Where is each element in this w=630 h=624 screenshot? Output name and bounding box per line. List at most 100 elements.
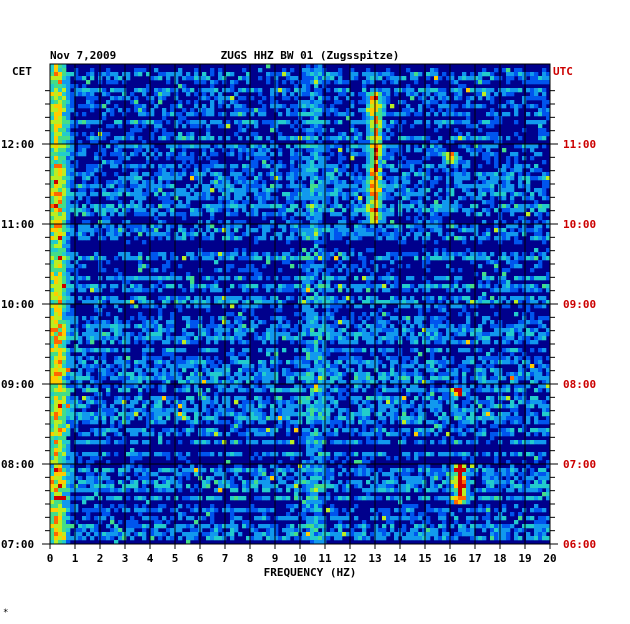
heat-cell bbox=[346, 96, 351, 101]
heat-cell bbox=[166, 72, 171, 77]
heat-cell bbox=[66, 168, 71, 173]
heat-cell bbox=[178, 276, 183, 281]
heat-cell bbox=[246, 232, 251, 237]
heat-cell bbox=[202, 304, 207, 309]
heat-cell bbox=[530, 288, 535, 293]
heat-cell bbox=[102, 148, 107, 153]
heat-cell bbox=[502, 304, 507, 309]
heat-cell bbox=[330, 312, 335, 317]
heat-cell bbox=[474, 144, 479, 149]
heat-cell bbox=[154, 304, 159, 309]
heat-cell bbox=[338, 148, 343, 153]
heat-cell bbox=[302, 264, 307, 269]
heat-cell bbox=[58, 208, 63, 213]
heat-cell bbox=[206, 196, 211, 201]
heat-cell bbox=[66, 304, 71, 309]
heat-cell bbox=[194, 356, 199, 361]
heat-cell bbox=[274, 180, 279, 185]
heat-cell bbox=[306, 72, 311, 77]
heat-cell bbox=[82, 256, 87, 261]
heat-cell bbox=[434, 336, 439, 341]
heat-cell bbox=[66, 368, 71, 373]
heat-cell bbox=[374, 264, 379, 269]
heat-cell bbox=[478, 172, 483, 177]
heat-cell bbox=[370, 272, 375, 277]
heat-cell bbox=[374, 316, 379, 321]
heat-cell bbox=[274, 88, 279, 93]
heat-cell bbox=[58, 296, 63, 301]
heat-cell bbox=[402, 136, 407, 141]
heat-cell bbox=[386, 188, 391, 193]
heat-cell bbox=[286, 288, 291, 293]
heat-cell bbox=[70, 148, 75, 153]
heat-cell bbox=[434, 204, 439, 209]
heat-cell bbox=[50, 144, 55, 149]
heat-cell bbox=[282, 224, 287, 229]
heat-cell bbox=[130, 300, 135, 305]
heat-cell bbox=[58, 356, 63, 361]
heat-cell bbox=[426, 328, 431, 333]
heat-cell bbox=[514, 276, 519, 281]
heat-cell bbox=[478, 148, 483, 153]
heat-cell bbox=[178, 100, 183, 105]
heat-cell bbox=[442, 316, 447, 321]
heat-cell bbox=[338, 152, 343, 157]
heat-cell bbox=[158, 316, 163, 321]
heat-cell bbox=[314, 316, 319, 321]
heat-cell bbox=[266, 336, 271, 341]
heat-cell bbox=[422, 228, 427, 233]
heat-cell bbox=[218, 112, 223, 117]
heat-cell bbox=[286, 236, 291, 241]
heat-cell bbox=[310, 92, 315, 97]
heat-cell bbox=[422, 96, 427, 101]
heat-cell bbox=[78, 188, 83, 193]
heat-cell bbox=[174, 212, 179, 217]
heat-cell bbox=[254, 156, 259, 161]
heat-cell bbox=[262, 144, 267, 149]
heat-cell bbox=[102, 112, 107, 117]
heat-cell bbox=[106, 348, 111, 353]
heat-cell bbox=[150, 108, 155, 113]
heat-cell bbox=[334, 120, 339, 125]
heat-cell bbox=[522, 184, 527, 189]
heat-cell bbox=[206, 360, 211, 365]
heat-cell bbox=[170, 316, 175, 321]
heat-cell bbox=[202, 332, 207, 337]
heat-cell bbox=[122, 168, 127, 173]
heat-cell bbox=[186, 112, 191, 117]
heat-cell bbox=[142, 104, 147, 109]
heat-cell bbox=[226, 300, 231, 305]
heat-cell bbox=[518, 168, 523, 173]
heat-cell bbox=[138, 264, 143, 269]
heat-cell bbox=[314, 196, 319, 201]
heat-cell bbox=[86, 196, 91, 201]
heat-cell bbox=[446, 336, 451, 341]
heat-cell bbox=[250, 284, 255, 289]
heat-cell bbox=[374, 184, 379, 189]
heat-cell bbox=[522, 324, 527, 329]
heat-cell bbox=[318, 324, 323, 329]
heat-cell bbox=[90, 324, 95, 329]
heat-cell bbox=[290, 136, 295, 141]
heat-cell bbox=[274, 204, 279, 209]
heat-cell bbox=[186, 120, 191, 125]
heat-cell bbox=[234, 104, 239, 109]
heat-cell bbox=[222, 224, 227, 229]
heat-cell bbox=[238, 156, 243, 161]
heat-cell bbox=[226, 96, 231, 101]
heat-cell bbox=[406, 208, 411, 213]
heat-cell bbox=[226, 276, 231, 281]
heat-cell bbox=[86, 136, 91, 141]
heat-cell bbox=[74, 324, 79, 329]
heat-cell bbox=[458, 92, 463, 97]
heat-cell bbox=[318, 176, 323, 181]
heat-cell bbox=[366, 160, 371, 165]
heat-cell bbox=[54, 328, 59, 333]
heat-cell bbox=[406, 84, 411, 89]
heat-cell bbox=[230, 256, 235, 261]
heat-cell bbox=[242, 76, 247, 81]
heat-cell bbox=[466, 256, 471, 261]
heat-cell bbox=[282, 260, 287, 265]
heat-cell bbox=[150, 304, 155, 309]
heat-cell bbox=[482, 192, 487, 197]
